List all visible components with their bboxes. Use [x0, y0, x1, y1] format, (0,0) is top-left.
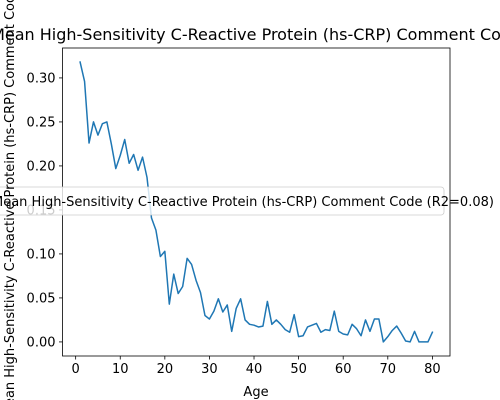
y-tick-label: 0.00 — [27, 335, 56, 350]
x-axis-label: Age — [243, 385, 268, 400]
x-tick-label: 0 — [72, 362, 80, 377]
x-tick-label: 20 — [157, 362, 174, 377]
chart-title: Mean High-Sensitivity C-Reactive Protein… — [0, 25, 500, 44]
x-axis-ticks: 0 10 20 30 40 50 60 70 80 — [72, 356, 441, 377]
x-tick-label: 50 — [290, 362, 307, 377]
x-tick-label: 30 — [201, 362, 218, 377]
series-line — [79, 61, 434, 343]
legend-label: Mean High-Sensitivity C-Reactive Protein… — [0, 195, 494, 210]
y-tick-label: 0.05 — [27, 291, 56, 306]
y-tick-label: 0.10 — [27, 247, 56, 262]
x-tick-label: 10 — [112, 362, 129, 377]
y-tick-label: 0.25 — [27, 115, 56, 130]
x-tick-label: 60 — [335, 362, 352, 377]
x-tick-label: 70 — [380, 362, 397, 377]
legend-box — [0, 186, 445, 216]
y-tick-label: 0.20 — [27, 159, 56, 174]
x-tick-label: 80 — [424, 362, 441, 377]
x-tick-label: 40 — [246, 362, 263, 377]
y-tick-label: 0.30 — [27, 71, 56, 86]
y-axis-label: Mean High-Sensitivity C-Reactive Protein… — [3, 0, 18, 400]
legend: Mean High-Sensitivity C-Reactive Protein… — [0, 186, 494, 216]
